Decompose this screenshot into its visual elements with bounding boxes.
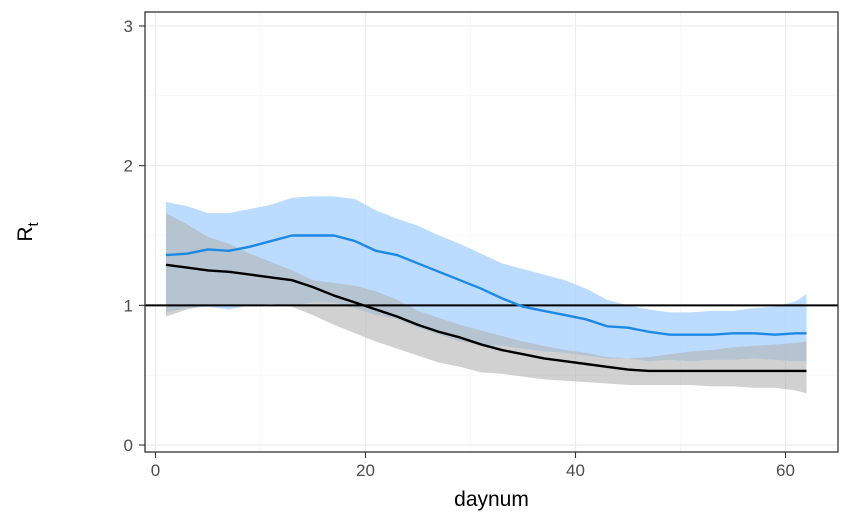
y-tick-label: 0 (124, 436, 133, 455)
x-tick-label: 60 (776, 461, 795, 480)
tick-layer: 0 20 40 60 0 1 2 3 (124, 17, 795, 480)
y-axis-title-subscript: t (25, 222, 42, 227)
series-line-1 (165, 263, 807, 373)
x-tick-label: 20 (356, 461, 375, 480)
y-axis-title-main: R (14, 227, 37, 242)
x-tick-label: 40 (566, 461, 585, 480)
confidence-band-1 (166, 213, 807, 394)
confidence-band-0 (166, 196, 807, 362)
x-tick-label: 0 (151, 461, 160, 480)
band-layer (166, 196, 807, 394)
panel-border (144, 11, 839, 453)
y-tick-label: 2 (124, 157, 133, 176)
y-tick-label: 3 (124, 17, 133, 36)
series-line-0 (165, 234, 807, 336)
y-axis-title: Rt (14, 222, 42, 242)
x-axis-title: daynum (454, 488, 529, 511)
y-tick-label: 1 (124, 296, 133, 315)
series-line-layer (165, 234, 807, 373)
